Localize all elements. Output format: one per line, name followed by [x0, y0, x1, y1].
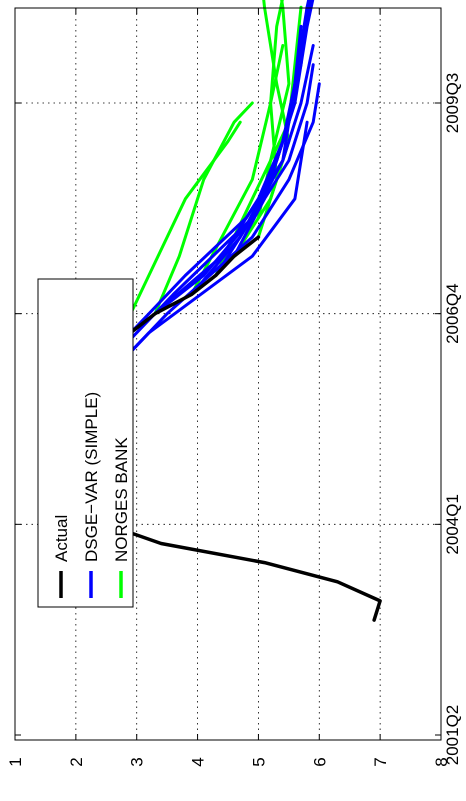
y-tick-label: 4	[189, 757, 208, 766]
forecast-line	[92, 82, 321, 392]
x-tick-label: 2004Q1	[443, 494, 462, 555]
x-tick-label: 2009Q3	[443, 73, 462, 134]
forecast-line	[232, 0, 311, 258]
forecast-line	[256, 0, 284, 239]
forecast-line	[153, 101, 254, 316]
legend-label: Actual	[52, 515, 71, 562]
legend-label: DSGE−VAR (SIMPLE)	[82, 392, 101, 562]
plot-frame	[14, 7, 442, 741]
x-tick-label: 2006Q4	[443, 283, 462, 344]
y-tick-label: 7	[371, 757, 390, 766]
y-tick-label: 2	[67, 757, 86, 766]
legend-box	[37, 278, 134, 608]
grid-lines	[15, 8, 441, 740]
series-layer	[61, 0, 382, 622]
forecast-line	[110, 120, 242, 354]
legend: Actual DSGE−VAR (SIMPLE) NORGES BANK	[37, 278, 134, 608]
y-tick-label: 8	[432, 757, 451, 766]
y-tick-label: 5	[249, 757, 268, 766]
y-tick-label: 6	[310, 757, 329, 766]
y-tick-label: 3	[128, 757, 147, 766]
x-tick-label: 2001Q2	[443, 705, 462, 766]
y-tick-label: 1	[6, 757, 25, 766]
legend-label: NORGES BANK	[112, 437, 131, 562]
